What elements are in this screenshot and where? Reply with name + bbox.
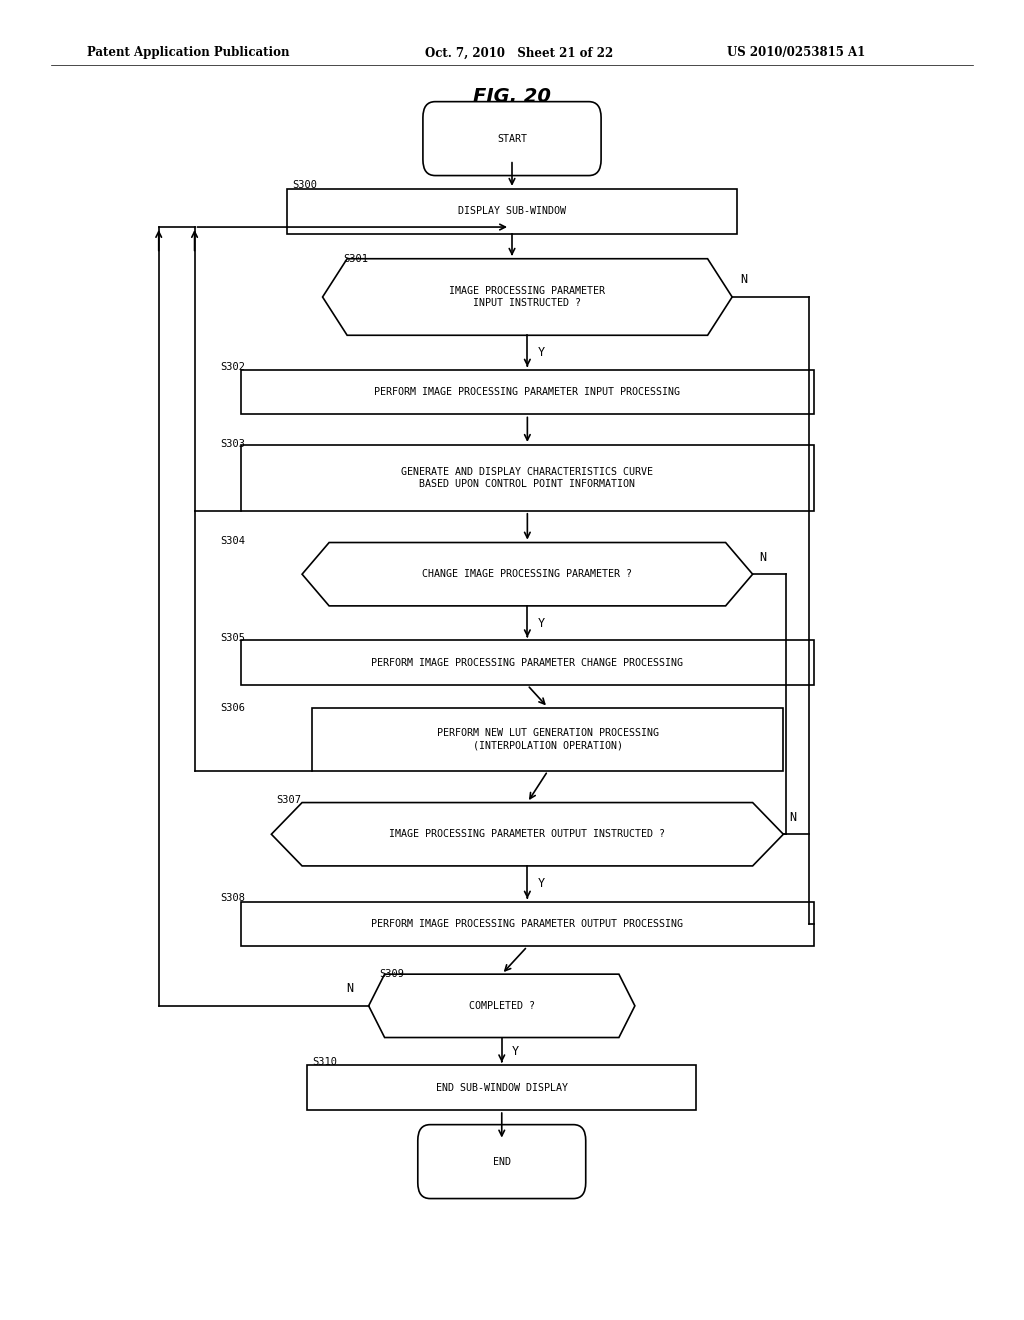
Bar bbox=[241, 902, 814, 946]
Bar bbox=[241, 370, 814, 414]
FancyBboxPatch shape bbox=[423, 102, 601, 176]
Text: Oct. 7, 2010   Sheet 21 of 22: Oct. 7, 2010 Sheet 21 of 22 bbox=[425, 46, 613, 59]
Text: S305: S305 bbox=[220, 632, 245, 643]
Text: Y: Y bbox=[538, 346, 545, 359]
Text: PERFORM IMAGE PROCESSING PARAMETER INPUT PROCESSING: PERFORM IMAGE PROCESSING PARAMETER INPUT… bbox=[375, 387, 680, 397]
FancyBboxPatch shape bbox=[418, 1125, 586, 1199]
Text: S302: S302 bbox=[220, 362, 245, 372]
Bar bbox=[241, 445, 814, 511]
Text: S301: S301 bbox=[343, 253, 368, 264]
Text: Patent Application Publication: Patent Application Publication bbox=[87, 46, 290, 59]
Text: FIG. 20: FIG. 20 bbox=[473, 87, 551, 106]
Text: S310: S310 bbox=[312, 1056, 337, 1067]
Polygon shape bbox=[302, 543, 753, 606]
Text: END: END bbox=[493, 1156, 511, 1167]
Text: PERFORM IMAGE PROCESSING PARAMETER CHANGE PROCESSING: PERFORM IMAGE PROCESSING PARAMETER CHANG… bbox=[372, 657, 683, 668]
Polygon shape bbox=[323, 259, 732, 335]
Text: S309: S309 bbox=[379, 969, 403, 979]
Text: N: N bbox=[740, 273, 748, 286]
Text: S304: S304 bbox=[220, 536, 245, 546]
Text: IMAGE PROCESSING PARAMETER
INPUT INSTRUCTED ?: IMAGE PROCESSING PARAMETER INPUT INSTRUC… bbox=[450, 286, 605, 308]
Text: DISPLAY SUB-WINDOW: DISPLAY SUB-WINDOW bbox=[458, 206, 566, 216]
Polygon shape bbox=[271, 803, 783, 866]
Text: Y: Y bbox=[512, 1045, 519, 1057]
Text: N: N bbox=[346, 982, 353, 995]
Text: S300: S300 bbox=[292, 180, 316, 190]
Text: IMAGE PROCESSING PARAMETER OUTPUT INSTRUCTED ?: IMAGE PROCESSING PARAMETER OUTPUT INSTRU… bbox=[389, 829, 666, 840]
Text: Y: Y bbox=[538, 616, 545, 630]
Polygon shape bbox=[369, 974, 635, 1038]
Text: END SUB-WINDOW DISPLAY: END SUB-WINDOW DISPLAY bbox=[436, 1082, 567, 1093]
Text: S307: S307 bbox=[276, 795, 301, 805]
Bar bbox=[307, 1065, 696, 1110]
Text: Y: Y bbox=[538, 878, 545, 890]
Text: N: N bbox=[759, 550, 766, 564]
Text: COMPLETED ?: COMPLETED ? bbox=[469, 1001, 535, 1011]
Text: S306: S306 bbox=[220, 702, 245, 713]
Text: PERFORM IMAGE PROCESSING PARAMETER OUTPUT PROCESSING: PERFORM IMAGE PROCESSING PARAMETER OUTPU… bbox=[372, 919, 683, 929]
Bar bbox=[287, 189, 737, 234]
Text: N: N bbox=[790, 810, 797, 824]
Text: US 2010/0253815 A1: US 2010/0253815 A1 bbox=[727, 46, 865, 59]
Bar bbox=[312, 708, 783, 771]
Bar bbox=[241, 640, 814, 685]
Text: GENERATE AND DISPLAY CHARACTERISTICS CURVE
BASED UPON CONTROL POINT INFORMATION: GENERATE AND DISPLAY CHARACTERISTICS CUR… bbox=[401, 467, 653, 488]
Text: START: START bbox=[497, 133, 527, 144]
Text: S303: S303 bbox=[220, 438, 245, 449]
Text: CHANGE IMAGE PROCESSING PARAMETER ?: CHANGE IMAGE PROCESSING PARAMETER ? bbox=[422, 569, 633, 579]
Text: PERFORM NEW LUT GENERATION PROCESSING
(INTERPOLATION OPERATION): PERFORM NEW LUT GENERATION PROCESSING (I… bbox=[437, 729, 658, 750]
Text: S308: S308 bbox=[220, 892, 245, 903]
